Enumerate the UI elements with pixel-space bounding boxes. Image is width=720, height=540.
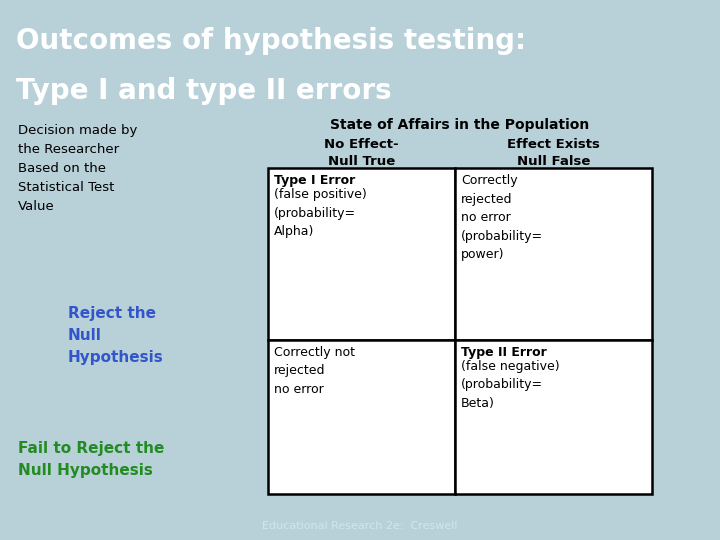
Text: State of Affairs in the Population: State of Affairs in the Population	[330, 118, 590, 132]
Text: Educational Research 2e:  Creswell: Educational Research 2e: Creswell	[262, 521, 458, 531]
Text: Reject the
Null
Hypothesis: Reject the Null Hypothesis	[68, 306, 163, 366]
Bar	[268, 340, 455, 494]
Text: Type II Error: Type II Error	[461, 346, 546, 359]
Text: Correctly
rejected
no error
(probability=
power): Correctly rejected no error (probability…	[461, 174, 543, 261]
Bar	[455, 168, 652, 340]
Text: Fail to Reject the
Null Hypothesis: Fail to Reject the Null Hypothesis	[18, 441, 164, 478]
Text: Decision made by
the Researcher
Based on the
Statistical Test
Value: Decision made by the Researcher Based on…	[18, 124, 138, 213]
Text: Type I Error: Type I Error	[274, 174, 355, 187]
Text: Outcomes of hypothesis testing:: Outcomes of hypothesis testing:	[16, 26, 526, 55]
Text: Effect Exists
Null False: Effect Exists Null False	[507, 138, 600, 168]
Bar	[268, 168, 455, 340]
Bar	[455, 340, 652, 494]
Text: (false positive)
(probability=
Alpha): (false positive) (probability= Alpha)	[274, 188, 366, 238]
Text: Correctly not
rejected
no error: Correctly not rejected no error	[274, 346, 355, 396]
Text: (false negative)
(probability=
Beta): (false negative) (probability= Beta)	[461, 360, 559, 410]
Text: Type I and type II errors: Type I and type II errors	[16, 77, 392, 105]
Text: No Effect-
Null True: No Effect- Null True	[324, 138, 399, 168]
